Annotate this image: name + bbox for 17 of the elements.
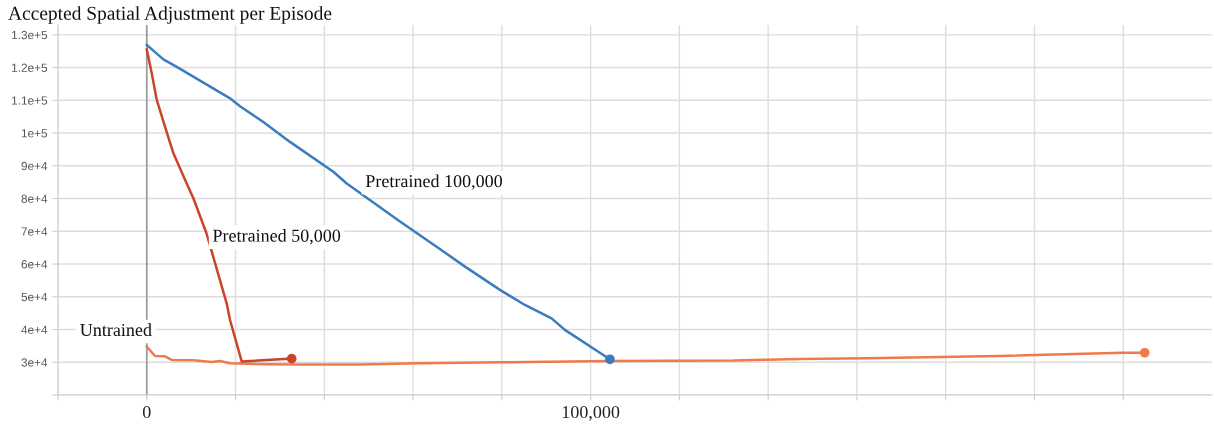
y-tick-label: 6e+4 bbox=[21, 260, 48, 269]
y-tick-label: 9e+4 bbox=[21, 161, 48, 171]
y-tick-label: 8e+4 bbox=[21, 194, 48, 203]
x-tick-label: 0 bbox=[142, 405, 151, 419]
series-label: Pretrained 100,000 bbox=[365, 174, 503, 190]
y-tick-label: 3e+4 bbox=[21, 358, 48, 367]
y-tick-label: 1.3e+5 bbox=[12, 30, 48, 40]
y-tick-label: 1.1e+5 bbox=[12, 96, 48, 105]
y-tick-label: 1e+5 bbox=[21, 129, 48, 138]
y-tick-label: 1.2e+5 bbox=[12, 63, 48, 72]
y-tick-label: 7e+4 bbox=[21, 227, 48, 236]
y-tick-label: 4e+4 bbox=[21, 325, 48, 334]
y-tick-label: 5e+4 bbox=[21, 292, 48, 302]
x-tick-label: 100,000 bbox=[562, 405, 620, 421]
chart-title: Accepted Spatial Adjustment per Episode bbox=[8, 6, 332, 24]
series-label: Untrained bbox=[80, 323, 152, 337]
series-label: Pretrained 50,000 bbox=[212, 229, 341, 245]
